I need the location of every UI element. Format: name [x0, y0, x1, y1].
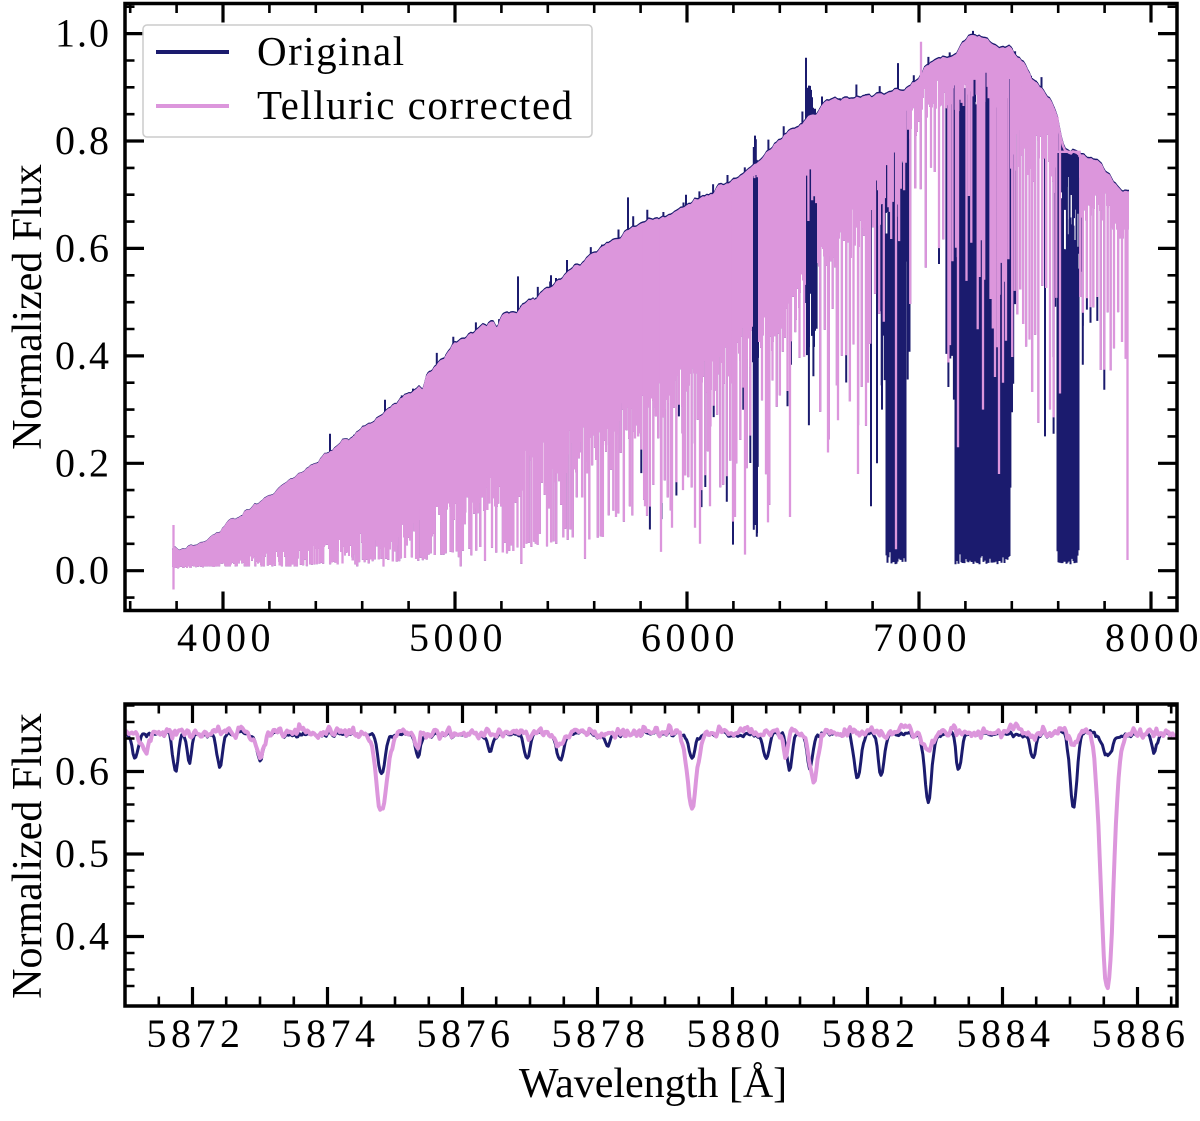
svg-text:0.0: 0.0 — [55, 548, 111, 593]
svg-text:6000: 6000 — [641, 615, 739, 660]
svg-text:4000: 4000 — [177, 615, 275, 660]
svg-text:0.4: 0.4 — [55, 914, 111, 959]
svg-text:7000: 7000 — [873, 615, 971, 660]
svg-text:5874: 5874 — [282, 1011, 380, 1056]
svg-text:0.8: 0.8 — [55, 118, 111, 163]
svg-text:5884: 5884 — [957, 1011, 1055, 1056]
svg-text:5876: 5876 — [417, 1011, 515, 1056]
svg-text:5880: 5880 — [687, 1011, 785, 1056]
svg-text:Normalized Flux: Normalized Flux — [5, 164, 51, 450]
svg-text:5882: 5882 — [822, 1011, 920, 1056]
svg-text:1.0: 1.0 — [55, 11, 111, 56]
svg-text:Telluric corrected: Telluric corrected — [257, 82, 574, 128]
svg-text:0.5: 0.5 — [55, 831, 111, 876]
svg-text:Original: Original — [257, 28, 406, 74]
svg-text:5000: 5000 — [409, 615, 507, 660]
svg-text:0.4: 0.4 — [55, 333, 111, 378]
svg-text:0.2: 0.2 — [55, 440, 111, 485]
svg-text:0.6: 0.6 — [55, 225, 111, 270]
svg-text:5886: 5886 — [1092, 1011, 1190, 1056]
svg-text:Wavelength [Å]: Wavelength [Å] — [519, 1061, 787, 1107]
svg-text:0.6: 0.6 — [55, 749, 111, 794]
svg-text:Normalized Flux: Normalized Flux — [5, 713, 51, 999]
svg-text:5872: 5872 — [147, 1011, 245, 1056]
svg-text:8000: 8000 — [1105, 615, 1200, 660]
svg-text:5878: 5878 — [552, 1011, 650, 1056]
